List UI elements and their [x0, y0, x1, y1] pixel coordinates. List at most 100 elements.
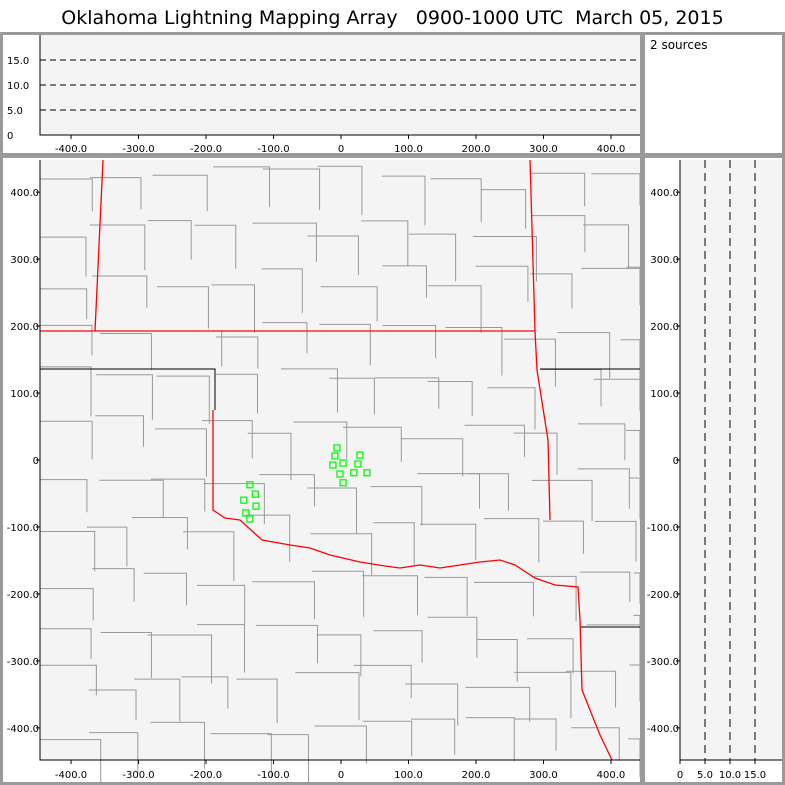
county-border	[216, 373, 258, 414]
county-border	[89, 224, 146, 271]
county-border	[467, 473, 509, 511]
lightning-source-marker	[240, 496, 248, 504]
county-border	[594, 520, 637, 562]
county-border	[150, 478, 206, 512]
county-border	[514, 671, 572, 719]
county-border	[194, 224, 237, 269]
y-tick-label: 400.0	[10, 188, 39, 199]
y-tick-label: -100.0	[7, 523, 39, 534]
county-border	[150, 721, 206, 769]
x-tick-label: 300.0	[529, 770, 558, 781]
x-tick-label: 200.0	[462, 770, 491, 781]
county-border	[267, 734, 309, 785]
county-border	[381, 175, 426, 226]
y-tick-label: 100.0	[10, 389, 39, 400]
x-tick-label: 15.0	[744, 770, 766, 781]
county-border	[382, 265, 427, 298]
county-border	[316, 634, 362, 677]
y-tick-label: -400.0	[7, 724, 39, 735]
county-border	[577, 423, 626, 461]
county-border	[477, 638, 518, 682]
county-border	[374, 377, 440, 409]
y-tick-label: 0	[33, 456, 39, 467]
county-border	[531, 215, 586, 253]
county-border	[503, 338, 556, 387]
county-border	[382, 325, 437, 358]
county-border	[134, 678, 181, 722]
county-border	[483, 518, 540, 563]
county-border	[353, 664, 412, 698]
county-border	[247, 432, 292, 481]
county-border	[40, 420, 93, 460]
county-border	[473, 236, 537, 282]
county-border	[236, 678, 278, 724]
county-border	[319, 323, 371, 366]
county-border	[95, 415, 144, 447]
county-border	[40, 739, 102, 785]
y-tick-label: 200.0	[10, 322, 39, 333]
county-border	[40, 588, 94, 621]
county-border	[40, 178, 93, 212]
county-border	[215, 336, 259, 369]
county-border	[557, 332, 611, 379]
y-tick-label: -300.0	[647, 657, 679, 668]
x-tick-label: 300.0	[529, 144, 558, 155]
y-tick-label: 5.0	[7, 106, 23, 117]
x-tick-label: 0	[338, 770, 344, 781]
x-tick-label: 0	[677, 770, 683, 781]
county-border	[196, 624, 246, 673]
county-border	[196, 584, 246, 625]
lightning-source-marker	[329, 461, 337, 469]
county-border	[40, 479, 88, 513]
county-border	[40, 324, 93, 356]
county-border	[427, 285, 482, 333]
y-tick-label: 200.0	[650, 322, 679, 333]
county-border	[628, 477, 641, 520]
county-border	[92, 275, 148, 308]
county-border	[487, 387, 536, 430]
side-plot-area	[680, 160, 782, 760]
figure-title: Oklahoma Lightning Mapping Array 0900-10…	[0, 0, 785, 32]
county-border	[312, 570, 365, 617]
county-border	[293, 421, 348, 459]
county-border	[424, 576, 468, 616]
county-border	[295, 672, 360, 721]
source-count: 2 sources	[650, 38, 708, 52]
county-border	[320, 286, 378, 322]
county-border	[427, 616, 478, 658]
county-border	[527, 638, 574, 674]
county-border	[317, 165, 363, 216]
lightning-source-marker	[331, 452, 339, 460]
lightning-source-marker	[339, 479, 347, 487]
lightning-source-marker	[252, 502, 260, 510]
county-border	[531, 479, 593, 522]
county-border	[40, 531, 96, 572]
county-border	[99, 479, 164, 517]
county-border	[513, 432, 558, 475]
plan-sources	[240, 444, 371, 523]
y-tick-label: 0	[673, 456, 679, 467]
x-tick-label: 400.0	[597, 144, 626, 155]
y-tick-label: 300.0	[650, 255, 679, 266]
county-border	[183, 531, 235, 581]
county-border	[543, 520, 584, 554]
x-tick-label: 0	[338, 144, 344, 155]
axis-line	[39, 35, 640, 136]
state-border-black	[40, 368, 640, 628]
state-border	[212, 410, 613, 761]
county-border	[202, 420, 253, 459]
county-border	[329, 377, 375, 415]
county-border	[342, 426, 402, 462]
county-border	[147, 634, 213, 684]
county-border	[210, 733, 272, 778]
county-border	[583, 224, 630, 269]
county-border	[577, 468, 630, 509]
county-border	[156, 375, 210, 424]
axis-line	[39, 160, 640, 761]
county-border	[591, 173, 641, 206]
county-border	[203, 483, 265, 525]
lightning-source-marker	[363, 469, 371, 477]
county-border	[400, 438, 464, 477]
lightning-source-marker	[354, 460, 362, 468]
county-border	[533, 575, 577, 622]
